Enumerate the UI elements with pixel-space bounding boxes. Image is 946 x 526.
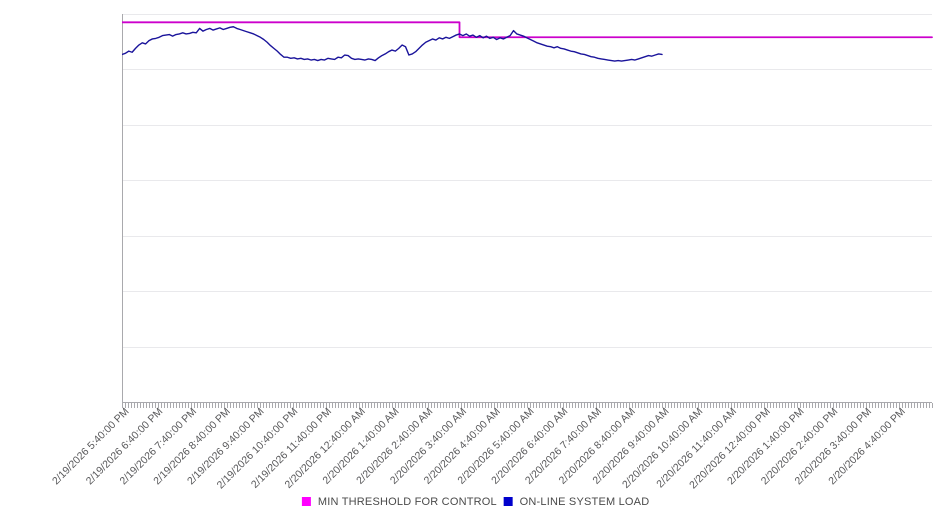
legend-item[interactable]: MIN THRESHOLD FOR CONTROL — [301, 496, 497, 508]
series-line-1 — [122, 21, 933, 39]
legend-swatch — [503, 497, 513, 506]
legend-label: ON-LINE SYSTEM LOAD — [520, 496, 650, 508]
series-line-2 — [122, 26, 663, 62]
chart-axes — [122, 14, 932, 403]
x-axis-minor-ticks — [122, 403, 933, 408]
legend-swatch — [301, 497, 311, 506]
chart-series — [122, 21, 933, 62]
legend-item[interactable]: ON-LINE SYSTEM LOAD — [503, 496, 650, 508]
chart-legend[interactable]: MIN THRESHOLD FOR CONTROL ON-LINE SYSTEM … — [301, 496, 650, 508]
legend-label: MIN THRESHOLD FOR CONTROL — [318, 496, 497, 508]
